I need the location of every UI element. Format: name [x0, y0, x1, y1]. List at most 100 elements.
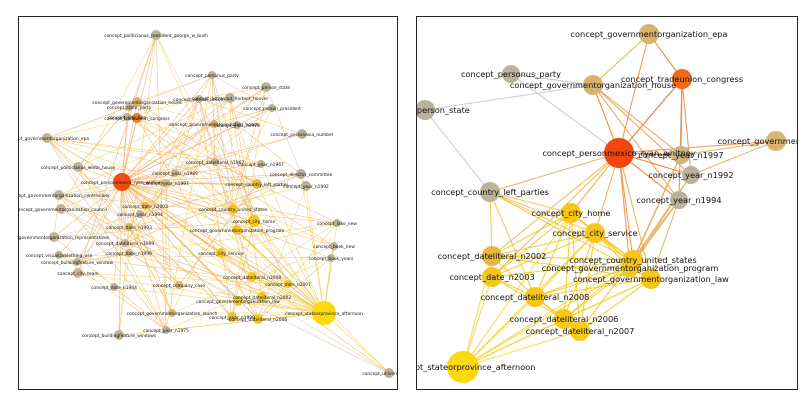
overview-edge — [165, 182, 173, 314]
overview-node-label: concept_lake_new — [317, 221, 357, 227]
overview-node-label: concept_year_n1967 — [238, 162, 284, 168]
overview-node-label: concept_city_service — [198, 251, 244, 257]
overview-edge — [118, 34, 157, 336]
network-graph-zoomed: concept_governmentorganization_epaconcep… — [417, 24, 797, 383]
overview-node — [73, 162, 83, 172]
overview-node — [121, 239, 129, 247]
zoomed-node-label: concept_stateorprovince_afternoon — [417, 362, 535, 372]
overview-node-label: concept_dateliteral_n1967 — [186, 160, 245, 166]
zoomed-edge — [629, 154, 682, 269]
network-graph-overview: concept_politicianus_president_george_w_… — [19, 30, 397, 378]
overview-node-label: concept_governmentorganization_centresil… — [19, 193, 110, 199]
overview-node — [168, 309, 176, 317]
overview-edge — [118, 312, 325, 336]
overview-edge — [58, 194, 338, 224]
overview-edge — [46, 137, 180, 286]
overview-edge — [213, 86, 267, 125]
overview-node-label: concept_governmentorganization_council — [19, 207, 107, 213]
zoomed-node — [554, 309, 574, 329]
zoomed-edge — [462, 318, 565, 368]
zoomed-edge — [489, 152, 620, 193]
zoomed-node — [561, 203, 581, 223]
overview-node — [247, 272, 257, 282]
overview-edge — [121, 181, 180, 286]
zoomed-node — [482, 267, 502, 287]
overview-edge — [121, 181, 233, 318]
overview-edge — [121, 98, 200, 183]
overview-edge — [128, 226, 325, 314]
zoomed-node-label: concept_city_service — [553, 228, 638, 238]
zoomed-edge — [462, 267, 631, 368]
zoomed-node-label: concept_year_n1992 — [648, 170, 733, 180]
overview-edge — [121, 181, 289, 285]
overview-node-label: concept_date_n2003 — [122, 204, 168, 210]
network-panel-zoomed: concept_governmentorganization_epa concep… — [416, 16, 798, 390]
overview-edge — [58, 173, 302, 196]
overview-node — [253, 314, 263, 324]
zoomed-edge — [680, 140, 777, 156]
zoomed-edge — [510, 73, 594, 86]
zoomed-node — [525, 287, 545, 307]
overview-edge — [113, 286, 325, 314]
overview-node — [56, 204, 66, 214]
zoomed-edge — [579, 232, 596, 332]
overview-node — [257, 160, 265, 168]
overview-edge — [136, 101, 234, 210]
overview-node-label: concept_person_state — [242, 85, 290, 91]
overview-node — [208, 71, 216, 79]
overview-node — [297, 129, 307, 139]
overview-node-label: concept_buildingfeature_window — [41, 260, 113, 266]
overview-node — [261, 82, 271, 92]
overview-edge — [231, 312, 325, 318]
overview-edge — [323, 312, 390, 374]
overview-edge — [113, 181, 123, 288]
zoomed-node — [480, 182, 500, 202]
zoomed-edge — [491, 255, 634, 261]
overview-node — [123, 113, 131, 121]
overview-edge — [77, 106, 130, 168]
overview-node-label: concept_city_team — [57, 271, 98, 277]
zoomed-edge — [629, 174, 692, 269]
overview-node-label: concept_dateliteral_n1999 — [96, 241, 155, 247]
zoomed-edge — [592, 33, 650, 86]
overview-edge — [126, 116, 335, 247]
zoomed-node — [672, 69, 692, 89]
overview-edge — [58, 123, 215, 196]
overview-node-label: concept_governmentorganization_represent… — [19, 235, 110, 241]
zoomed-edge — [681, 78, 692, 176]
overview-node — [211, 158, 219, 166]
overview-edge — [60, 181, 123, 210]
overview-node — [110, 283, 118, 291]
zoomed-edge — [489, 191, 596, 234]
overview-edge — [220, 252, 259, 320]
zoomed-node-label: concept_dateliteral_n2007 — [526, 326, 635, 336]
zoomed-edge — [424, 109, 491, 193]
overview-edge — [58, 194, 167, 331]
zoomed-edge — [678, 78, 683, 201]
overview-node — [327, 254, 335, 262]
zoomed-node — [583, 75, 603, 95]
overview-node-label: concept_year_n1997 — [143, 181, 189, 187]
overview-edge — [236, 124, 302, 175]
overview-node — [132, 113, 142, 123]
overview-node — [162, 179, 170, 187]
overview-node — [171, 169, 179, 177]
zoomed-node — [670, 191, 688, 209]
zoomed-edge — [491, 212, 572, 257]
overview-node-label: concept_personasia_number — [271, 132, 334, 138]
overview-edge — [121, 181, 238, 231]
overview-node — [210, 120, 218, 128]
zoomed-node-label: concept_governmentorganization_program — [542, 263, 719, 273]
overview-node — [54, 190, 64, 200]
overview-edge — [76, 97, 231, 263]
zoomed-node — [621, 259, 639, 277]
overview-node — [49, 232, 59, 242]
overview-edge — [174, 161, 216, 174]
overview-edge — [165, 257, 332, 331]
overview-edge — [121, 116, 128, 183]
zoomed-edge — [618, 152, 652, 280]
overview-edge — [128, 182, 167, 254]
overview-edge — [77, 166, 130, 228]
overview-node — [125, 223, 133, 231]
overview-node-label: concept_year_n1989 — [152, 171, 198, 177]
